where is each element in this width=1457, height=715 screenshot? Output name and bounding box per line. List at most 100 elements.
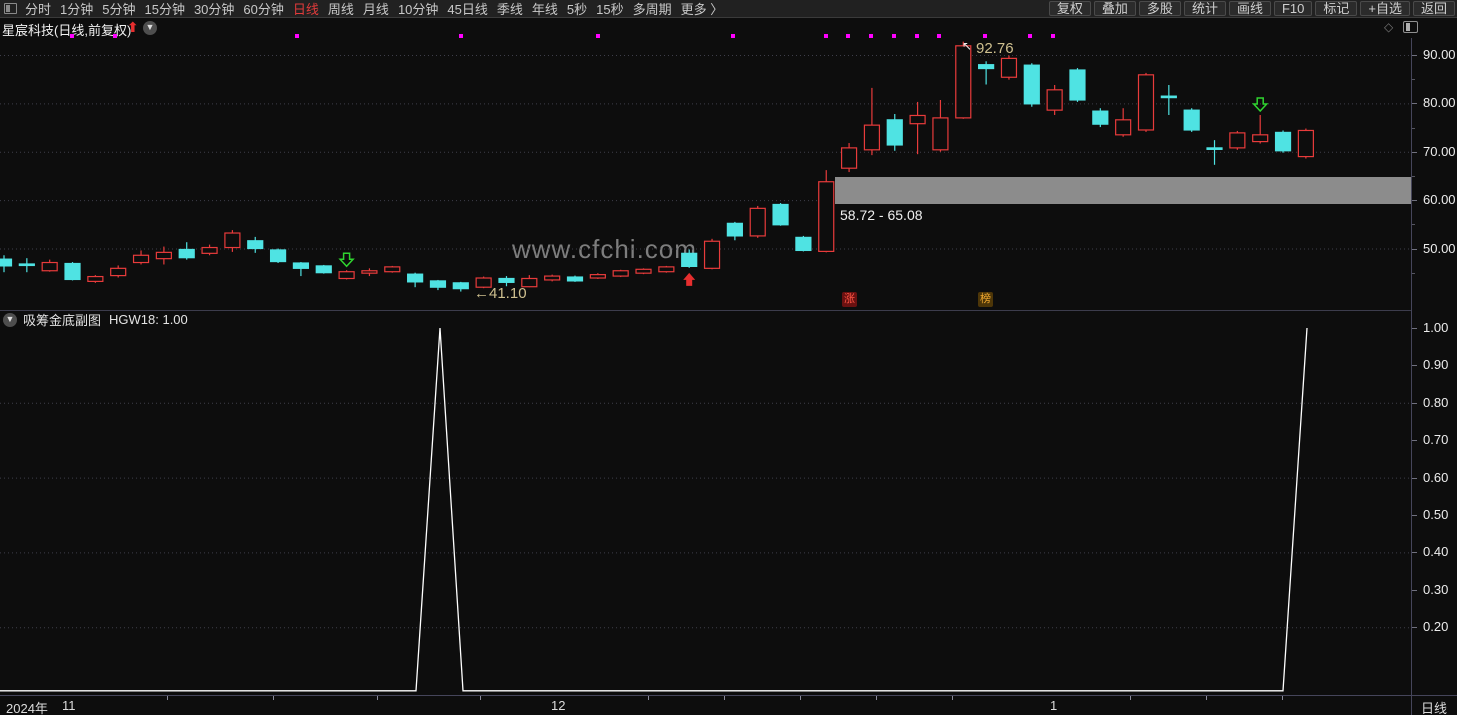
axis-tick xyxy=(1412,200,1417,202)
axis-tick xyxy=(1412,402,1417,404)
candle xyxy=(1046,84,1063,115)
period-item-45日线[interactable]: 45日线 xyxy=(447,2,488,17)
candle xyxy=(475,276,492,289)
tool-button-画线[interactable]: 画线 xyxy=(1228,1,1271,16)
magenta-signal-dot xyxy=(983,34,987,38)
period-item-5分钟[interactable]: 5分钟 xyxy=(102,2,136,17)
candle xyxy=(1137,72,1155,132)
candle xyxy=(384,265,401,273)
axis-minor-tick xyxy=(1412,224,1415,226)
candle xyxy=(544,274,561,282)
candle xyxy=(452,281,469,292)
time-axis-tick xyxy=(952,696,953,700)
price-axis-label: 60.00 xyxy=(1423,192,1456,208)
candle xyxy=(658,265,675,273)
main-candlestick-chart[interactable]: ↖ 92.76 ←41.10 58.72 - 65.08 xyxy=(0,30,1457,315)
period-item-5秒[interactable]: 5秒 xyxy=(566,2,588,17)
time-axis-tick xyxy=(724,696,725,700)
price-axis: 90.00 80.00 70.00 60.00 50.00 1.00 0.90 0.80 0.7… xyxy=(1411,38,1457,695)
tool-button-复权[interactable]: 复权 xyxy=(1048,1,1091,16)
candle xyxy=(269,248,287,264)
indicator-value: HGW18: 1.00 xyxy=(109,312,188,327)
tool-button-返回[interactable]: 返回 xyxy=(1412,1,1455,16)
candle xyxy=(978,61,995,85)
time-axis-tick xyxy=(480,696,481,700)
candle xyxy=(87,275,104,283)
period-item-15分钟[interactable]: 15分钟 xyxy=(144,2,185,17)
toolbar: 复权 叠加 多股 统计 画线 F10 标记 +自选 返回 xyxy=(1046,1,1455,16)
window-icon[interactable] xyxy=(4,3,17,14)
period-item-日线[interactable]: 日线 xyxy=(292,2,319,17)
indicator-axis-label: 0.80 xyxy=(1423,394,1449,410)
axis-minor-tick xyxy=(1412,79,1415,81)
time-axis-tick xyxy=(800,696,801,700)
period-item-年线[interactable]: 年线 xyxy=(531,2,558,17)
candle xyxy=(498,276,515,287)
tool-button-多股[interactable]: 多股 xyxy=(1138,1,1181,16)
candle xyxy=(64,262,81,281)
period-item-60分钟[interactable]: 60分钟 xyxy=(243,2,284,17)
sell-signal-arrow-icon xyxy=(338,252,355,268)
chevron-down-icon[interactable]: ▼ xyxy=(3,312,17,327)
tool-button-标记[interactable]: 标记 xyxy=(1315,1,1358,16)
candle xyxy=(1297,128,1314,159)
period-item-月线[interactable]: 月线 xyxy=(362,2,389,17)
candle xyxy=(681,249,698,268)
period-item-更多 〉[interactable]: 更多 〉 xyxy=(680,2,724,17)
axis-tick xyxy=(1412,440,1417,442)
indicator-axis-label: 0.30 xyxy=(1423,581,1449,597)
time-axis-tick xyxy=(377,696,378,700)
subchart-header: ▼ 吸筹金底副图 HGW18: 1.00 xyxy=(0,310,1411,328)
candle xyxy=(338,270,355,280)
indicator-subchart[interactable] xyxy=(0,315,1457,695)
tool-button-+自选[interactable]: +自选 xyxy=(1360,1,1410,16)
low-price-label: ←41.10 xyxy=(474,285,527,302)
indicator-axis-label: 0.90 xyxy=(1423,357,1449,373)
time-axis-tick xyxy=(273,696,274,700)
magenta-signal-dot xyxy=(869,34,873,38)
magenta-signal-dot xyxy=(295,34,299,38)
candle xyxy=(795,235,812,252)
candle xyxy=(18,258,35,273)
candle xyxy=(635,268,652,275)
peak-pointer-icon: ↖ xyxy=(962,39,972,53)
period-item-30分钟[interactable]: 30分钟 xyxy=(193,2,235,17)
candle xyxy=(726,221,743,241)
candle xyxy=(772,203,789,226)
candle xyxy=(1023,63,1040,107)
period-item-1分钟[interactable]: 1分钟 xyxy=(60,2,94,17)
time-axis-label-12: 12 xyxy=(551,698,566,713)
period-item-分时[interactable]: 分时 xyxy=(25,2,52,17)
candle xyxy=(1274,130,1292,153)
time-axis-label-1: 1 xyxy=(1050,698,1058,713)
candle xyxy=(863,87,881,156)
candle xyxy=(932,99,949,152)
tool-button-统计[interactable]: 统计 xyxy=(1183,1,1226,16)
period-item-15秒[interactable]: 15秒 xyxy=(596,2,624,17)
magenta-signal-dot xyxy=(892,34,896,38)
tool-button-F10[interactable]: F10 xyxy=(1273,1,1313,16)
time-axis: 日线 2024年 11 12 1 xyxy=(0,695,1457,715)
axis-tick xyxy=(1412,103,1417,105)
price-axis-label: 50.00 xyxy=(1423,240,1456,256)
price-axis-label: 90.00 xyxy=(1423,47,1456,62)
candle xyxy=(612,269,629,278)
candle xyxy=(521,275,538,288)
candle xyxy=(1183,108,1200,132)
axis-minor-tick xyxy=(1412,127,1415,129)
candle xyxy=(1000,55,1018,80)
magenta-signal-dot xyxy=(937,34,941,38)
period-item-周线[interactable]: 周线 xyxy=(327,2,354,17)
period-item-多周期[interactable]: 多周期 xyxy=(632,2,672,17)
tool-button-叠加[interactable]: 叠加 xyxy=(1093,1,1136,16)
candle xyxy=(201,244,218,256)
candle xyxy=(429,279,447,291)
candle xyxy=(955,41,972,119)
period-item-季线[interactable]: 季线 xyxy=(496,2,523,17)
period-item-10分钟[interactable]: 10分钟 xyxy=(397,2,439,17)
candle xyxy=(1092,108,1109,128)
candle xyxy=(178,242,195,260)
sell-signal-arrow-icon xyxy=(1251,97,1269,113)
candle xyxy=(407,272,424,288)
